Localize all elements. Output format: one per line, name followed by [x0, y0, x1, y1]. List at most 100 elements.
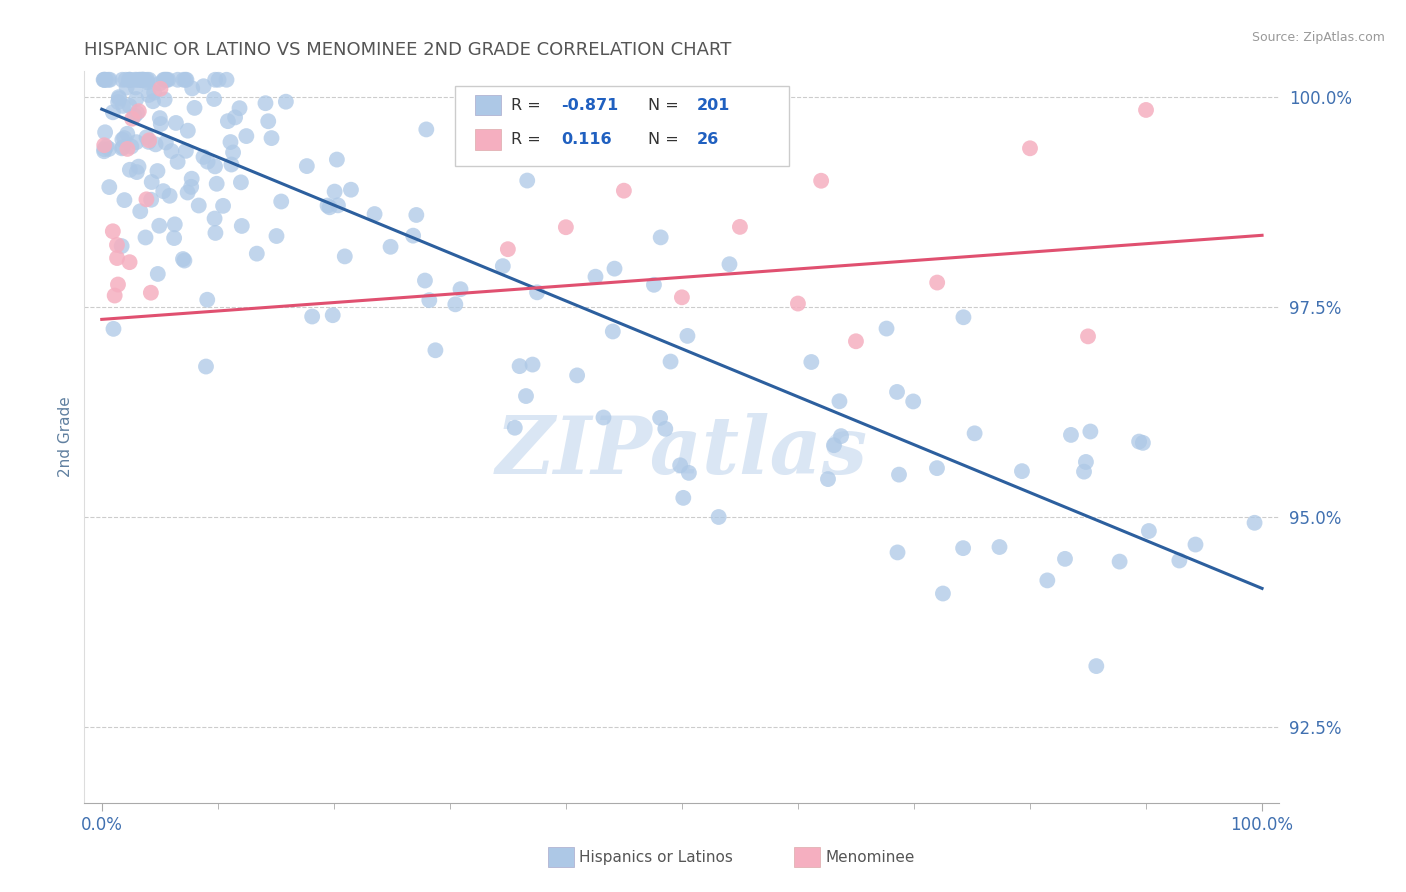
Point [671, 290, 693, 304]
Point [111, 72, 134, 87]
Point [217, 114, 239, 128]
Point [163, 218, 186, 232]
Point [128, 104, 150, 119]
Point [413, 274, 436, 288]
Point [952, 310, 974, 325]
Point [149, 111, 172, 125]
Point [886, 545, 908, 559]
Point [322, 308, 344, 322]
Point [160, 144, 183, 158]
Point [94, 125, 117, 139]
Point [654, 422, 676, 436]
Point [246, 246, 269, 260]
Point [105, 238, 128, 252]
Point [204, 72, 226, 87]
Point [125, 106, 148, 120]
Point [728, 219, 751, 234]
Point [97, 72, 120, 87]
Point [107, 95, 129, 109]
Point [166, 154, 188, 169]
Point [132, 72, 155, 87]
Point [128, 72, 150, 87]
Point [195, 293, 218, 307]
Point [1085, 659, 1108, 673]
Point [650, 410, 672, 425]
Point [340, 183, 363, 197]
Point [118, 72, 141, 87]
Point [418, 293, 440, 308]
Point [118, 255, 141, 269]
Point [98, 72, 121, 87]
Point [845, 334, 868, 349]
Point [318, 200, 340, 214]
Point [672, 491, 695, 505]
Point [173, 72, 195, 87]
Point [823, 438, 845, 452]
Point [516, 173, 538, 187]
Point [134, 230, 156, 244]
Point [1108, 555, 1130, 569]
Point [117, 142, 139, 156]
Point [195, 359, 218, 374]
Text: 26: 26 [696, 132, 718, 147]
Point [107, 90, 129, 104]
Point [522, 358, 544, 372]
Point [111, 140, 134, 154]
Point [1243, 516, 1265, 530]
Point [257, 114, 280, 128]
Point [963, 426, 986, 441]
Point [207, 72, 229, 87]
Text: N =: N = [648, 132, 685, 147]
Point [650, 230, 672, 244]
Point [180, 171, 202, 186]
Point [266, 229, 288, 244]
Point [146, 164, 169, 178]
Point [101, 224, 124, 238]
Point [152, 184, 174, 198]
Point [135, 130, 157, 145]
Point [136, 72, 159, 87]
Point [254, 96, 277, 111]
Point [125, 72, 148, 87]
Point [111, 99, 134, 113]
Point [138, 87, 160, 102]
Point [103, 322, 125, 336]
Point [183, 101, 205, 115]
Text: -0.871: -0.871 [561, 97, 619, 112]
Point [176, 72, 198, 87]
Point [204, 226, 226, 240]
Point [93, 142, 115, 156]
Point [405, 208, 427, 222]
Point [585, 269, 607, 284]
Point [129, 204, 152, 219]
Text: N =: N = [648, 97, 685, 112]
Point [139, 193, 162, 207]
Point [146, 267, 169, 281]
Point [142, 94, 165, 108]
Point [166, 72, 188, 87]
Point [425, 343, 447, 358]
Point [221, 157, 243, 171]
Point [163, 231, 186, 245]
Point [380, 240, 402, 254]
Point [165, 116, 187, 130]
Point [1019, 141, 1042, 155]
Point [138, 135, 160, 149]
FancyBboxPatch shape [475, 95, 502, 115]
Point [202, 92, 225, 106]
Point [173, 253, 195, 268]
Text: ZIPatlas: ZIPatlas [496, 413, 868, 491]
Point [231, 219, 253, 233]
Point [124, 80, 146, 95]
Point [108, 91, 131, 105]
Point [602, 325, 624, 339]
Point [219, 135, 242, 149]
Point [93, 72, 115, 87]
Point [326, 153, 349, 167]
Point [1168, 553, 1191, 567]
Point [176, 186, 198, 200]
Point [205, 177, 228, 191]
Point [901, 394, 924, 409]
Point [817, 472, 839, 486]
Point [1137, 524, 1160, 538]
